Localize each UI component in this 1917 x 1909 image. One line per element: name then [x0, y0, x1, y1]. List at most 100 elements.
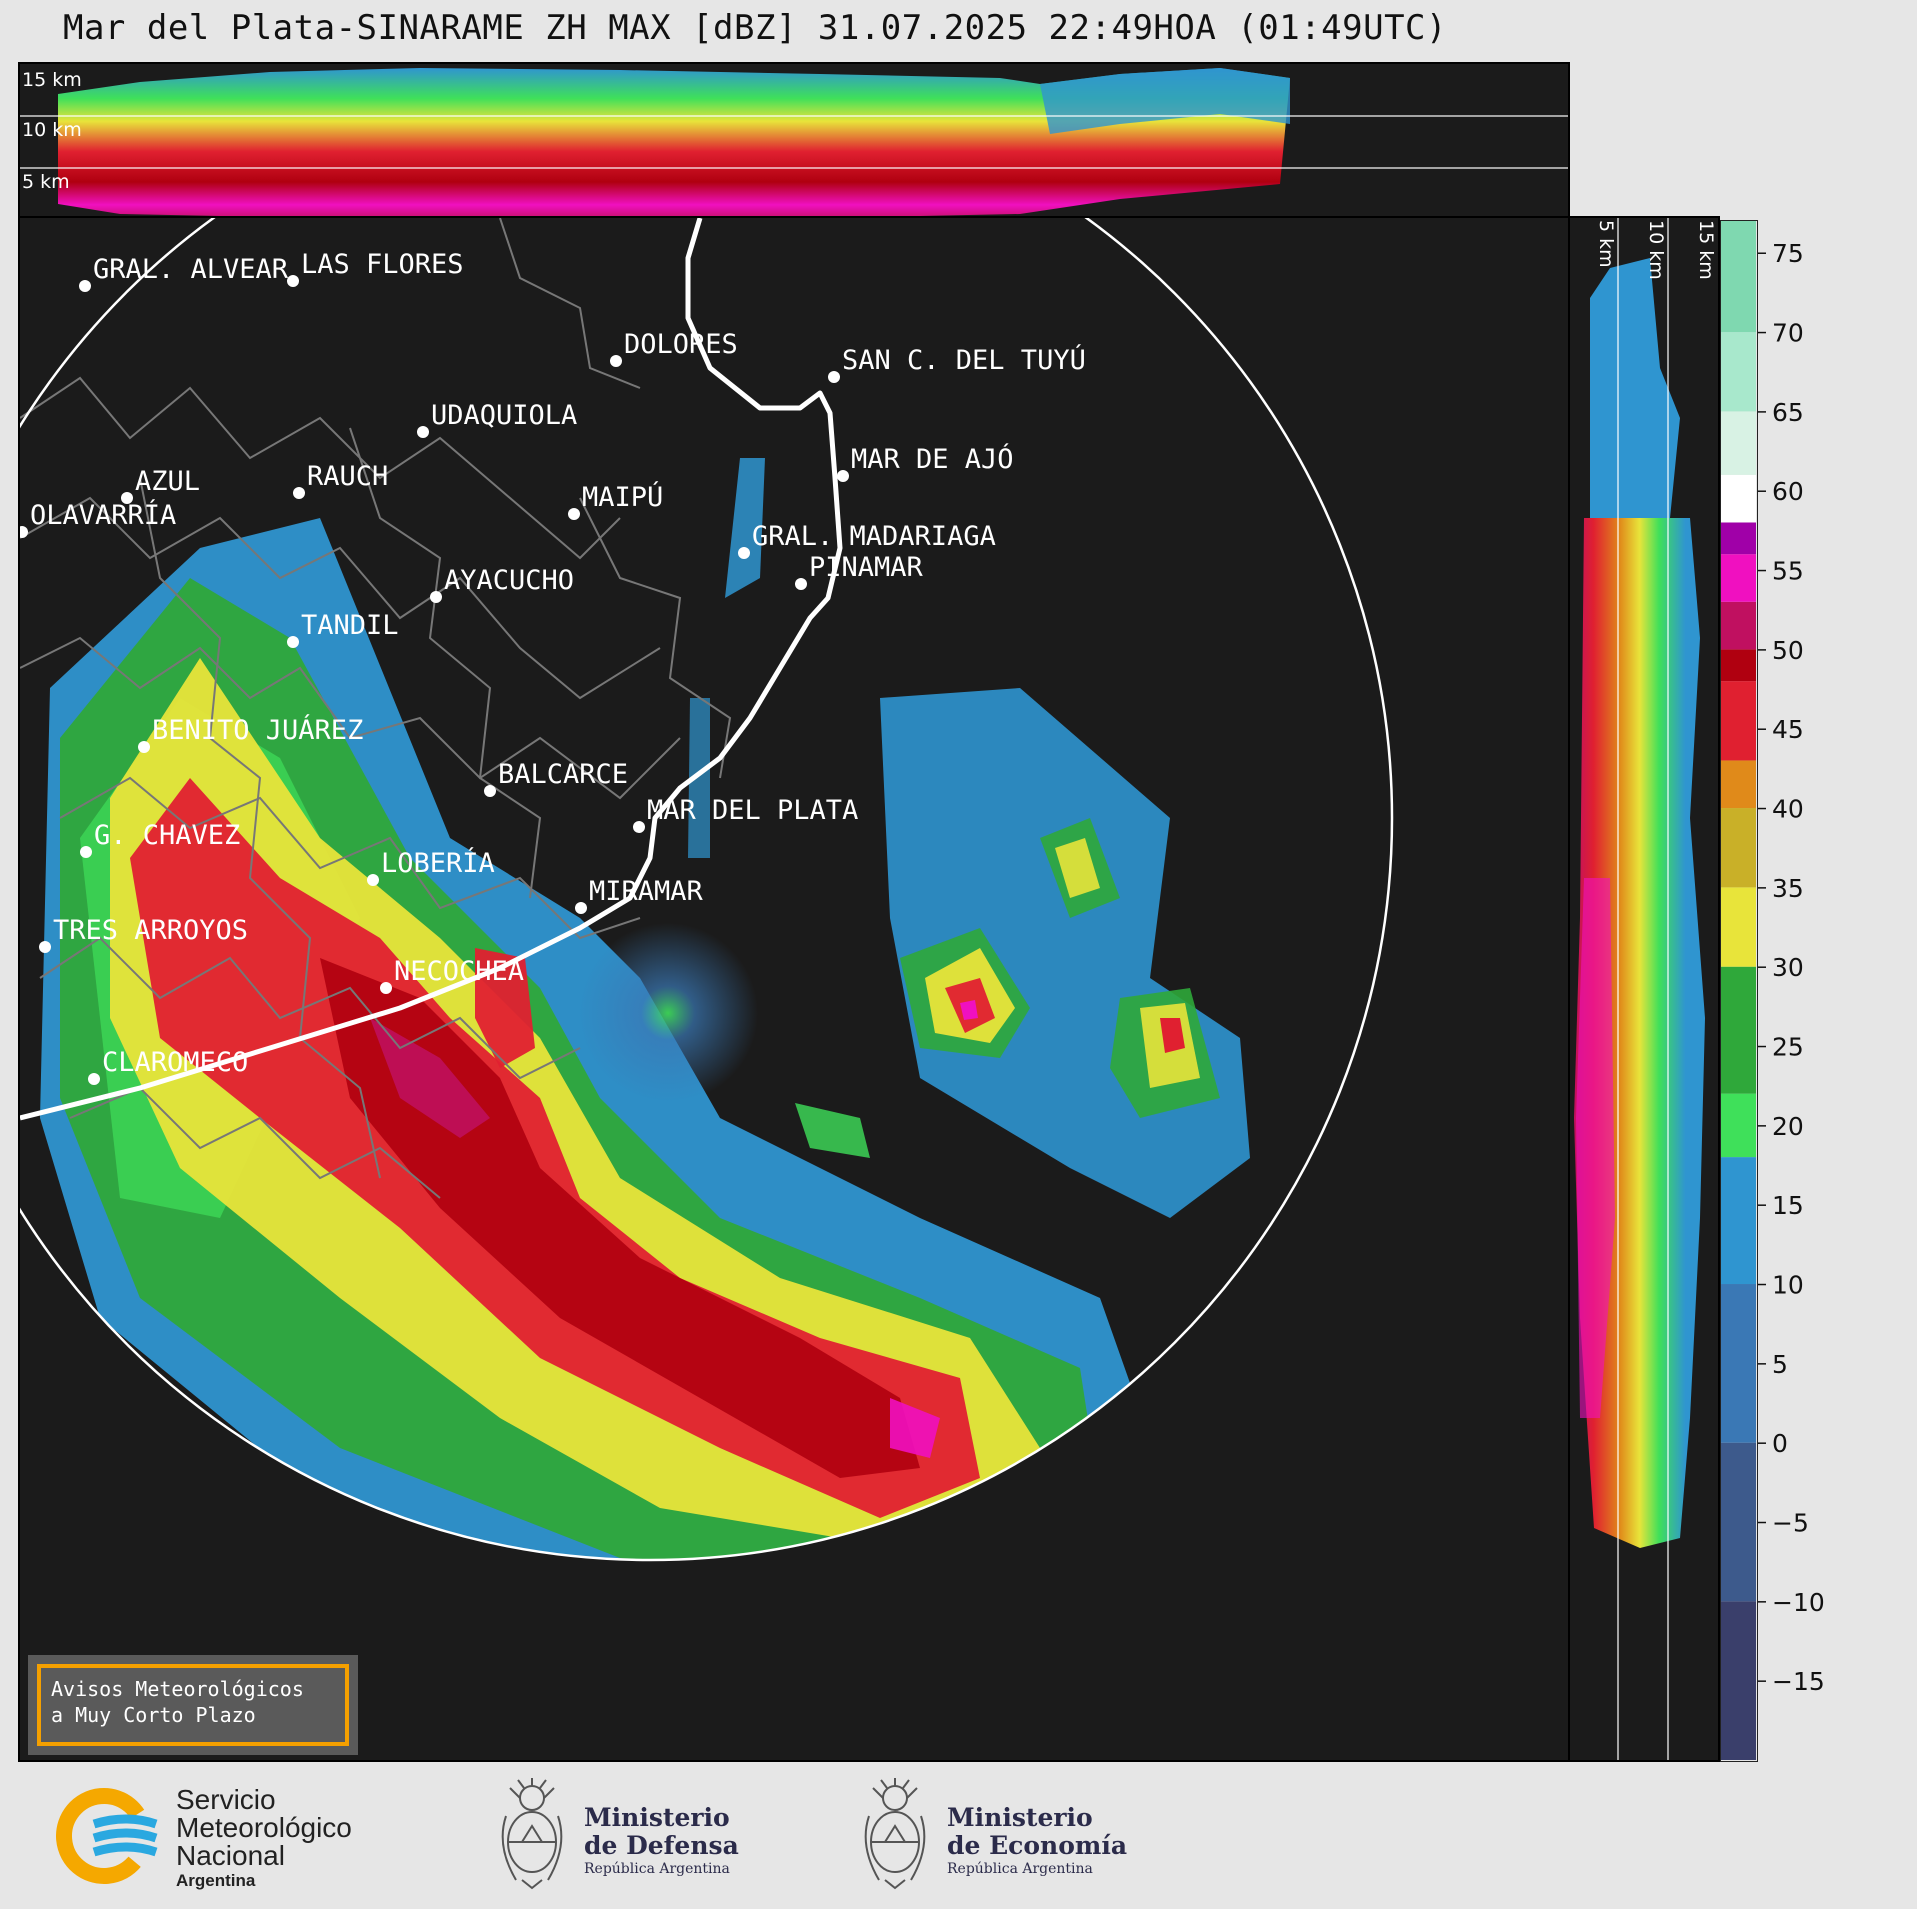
city-marker — [484, 785, 496, 797]
colorbar-segment — [1721, 411, 1756, 475]
city-marker — [633, 821, 645, 833]
colorbar-tick-label: 45 — [1772, 715, 1804, 744]
colorbar-axis: 75 70 65 60 55 50 45 40 35 30 25 20 15 10 5 0 −5 −10 −15 — [1758, 220, 1878, 1762]
colorbar-tick-label: 15 — [1772, 1191, 1804, 1220]
city-balcarce: BALCARCE — [484, 759, 628, 797]
top-height-label-10: 10 km — [22, 119, 82, 141]
city-label: MAR DE AJÓ — [851, 443, 1014, 475]
city-label: NECOCHEA — [394, 956, 524, 987]
colorbar-segment — [1721, 332, 1756, 412]
side-cross-section: 5 km 10 km 15 km — [1568, 216, 1720, 1762]
city-marker — [287, 636, 299, 648]
smn-line-4: Argentina — [176, 1871, 256, 1890]
city-label: MIRAMAR — [589, 876, 704, 907]
city-tandil: TANDIL — [287, 610, 399, 648]
city-label: GRAL. ALVEAR — [93, 254, 289, 285]
city-marker — [738, 547, 750, 559]
colorbar-tick-label: 55 — [1772, 557, 1804, 586]
top-height-label-15: 15 km — [22, 69, 82, 91]
city-label: AYACUCHO — [444, 565, 574, 596]
colorbar-segment — [1721, 681, 1756, 761]
colorbar-tick-label: 50 — [1772, 636, 1804, 665]
notice-line-1: Avisos Meteorológicos — [51, 1677, 304, 1701]
city-claromeco: CLAROMECO — [88, 1047, 248, 1085]
city-ayacucho: AYACUCHO — [430, 565, 574, 603]
city-label: RAUCH — [307, 461, 388, 492]
city-label: AZUL — [135, 466, 200, 497]
city-gral-alvear: GRAL. ALVEAR — [79, 254, 289, 292]
city-marker — [20, 526, 28, 538]
city-marker — [380, 982, 392, 994]
city-label: TANDIL — [301, 610, 399, 641]
top-cross-section: 15 km 10 km 5 km — [18, 62, 1570, 218]
coastline — [20, 218, 843, 1121]
radar-map[interactable]: GRAL. ALVEAR LAS FLORES DOLORES SAN C. DEL … — [18, 216, 1570, 1762]
economia-logo: Ministerio de Economía República Argenti… — [855, 1776, 1155, 1896]
city-mar-del-plata: MAR DEL PLATA — [633, 795, 858, 833]
city-marker — [828, 371, 840, 383]
range-ring — [20, 218, 1394, 1562]
city-marker — [80, 846, 92, 858]
economia-line-1: Ministerio — [947, 1803, 1093, 1832]
colorbar-tick-label: 40 — [1772, 795, 1804, 824]
city-lobería: LOBERÍA — [367, 847, 495, 886]
colorbar-segment — [1721, 649, 1756, 682]
colorbar-tick-label: 0 — [1772, 1429, 1788, 1458]
city-g-chavez: G. CHAVEZ — [80, 820, 240, 858]
city-marker — [837, 470, 849, 482]
city-marker — [575, 902, 587, 914]
city-dolores: DOLORES — [610, 329, 738, 367]
notice-line-2: a Muy Corto Plazo — [51, 1703, 256, 1727]
city-label: TRES ARROYOS — [53, 915, 248, 946]
city-marker — [568, 508, 580, 520]
top-height-label-5: 5 km — [22, 171, 70, 193]
city-label: MAR DEL PLATA — [647, 795, 858, 826]
city-azul: AZUL — [121, 466, 200, 504]
coat-of-arms-icon — [501, 1778, 563, 1890]
city-benito-juárez: BENITO JUÁREZ — [138, 714, 363, 753]
colorbar-tick-label: 20 — [1772, 1112, 1804, 1141]
notice-frame: Avisos Meteorológicos a Muy Corto Plazo — [37, 1664, 349, 1746]
city-marker — [610, 355, 622, 367]
city-label: LAS FLORES — [301, 249, 464, 280]
colorbar-segment — [1721, 1284, 1756, 1443]
side-height-label-10: 10 km — [1645, 220, 1667, 280]
city-label: SAN C. DEL TUYÚ — [842, 344, 1086, 376]
district-borders — [20, 218, 732, 1199]
colorbar-tick-label: 60 — [1772, 477, 1804, 506]
colorbar-graphic — [1721, 221, 1756, 1760]
city-marker — [430, 591, 442, 603]
city-marker — [293, 487, 305, 499]
city-rauch: RAUCH — [293, 461, 388, 499]
city-marker — [79, 280, 91, 292]
city-pinamar: PINAMAR — [795, 552, 924, 590]
colorbar-tick-label: −5 — [1772, 1509, 1809, 1538]
colorbar-tick-label: 30 — [1772, 953, 1804, 982]
city-olavarría: OLAVARRÍA — [20, 499, 176, 538]
city-marker — [138, 741, 150, 753]
colorbar-tick-label: 70 — [1772, 319, 1804, 348]
colorbar-tick-label: 35 — [1772, 874, 1804, 903]
defensa-line-2: de Defensa — [584, 1831, 739, 1860]
colorbar-segment — [1721, 554, 1756, 602]
colorbar-tick-label: 75 — [1772, 239, 1804, 268]
city-label: MAIPÚ — [582, 481, 663, 513]
city-miramar: MIRAMAR — [575, 876, 704, 914]
colorbar-segment — [1721, 760, 1756, 809]
colorbar-tick-label: 5 — [1772, 1350, 1788, 1379]
city-label: BALCARCE — [498, 759, 628, 790]
city-marker — [795, 578, 807, 590]
city-marker — [39, 941, 51, 953]
colorbar-segment — [1721, 808, 1756, 888]
side-height-label-5: 5 km — [1595, 220, 1617, 268]
city-las-flores: LAS FLORES — [287, 249, 464, 287]
city-mar-de-ajó: MAR DE AJÓ — [837, 443, 1014, 482]
colorbar-segment — [1721, 601, 1756, 650]
city-marker — [287, 275, 299, 287]
city-label: GRAL. MADARIAGA — [752, 521, 996, 552]
colorbar-segment — [1721, 966, 1756, 1094]
city-marker — [121, 492, 133, 504]
city-label: LOBERÍA — [381, 847, 495, 879]
economia-line-2: de Economía — [947, 1831, 1128, 1860]
smn-emblem-icon — [56, 1788, 158, 1884]
